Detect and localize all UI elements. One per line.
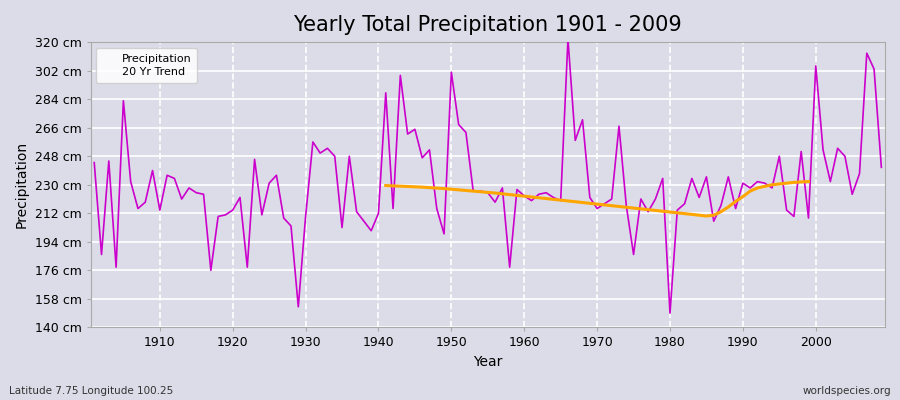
Title: Yearly Total Precipitation 1901 - 2009: Yearly Total Precipitation 1901 - 2009 bbox=[293, 15, 682, 35]
Precipitation bbox=[518, 194, 529, 198]
20 Yr Trend bbox=[446, 187, 457, 192]
20 Yr Trend bbox=[599, 202, 610, 207]
Text: Latitude 7.75 Longitude 100.25: Latitude 7.75 Longitude 100.25 bbox=[9, 386, 173, 396]
20 Yr Trend bbox=[381, 183, 392, 188]
Precipitation bbox=[147, 168, 158, 173]
20 Yr Trend bbox=[701, 214, 712, 218]
Line: 20 Yr Trend: 20 Yr Trend bbox=[386, 182, 808, 216]
Legend: Precipitation, 20 Yr Trend: Precipitation, 20 Yr Trend bbox=[96, 48, 197, 83]
Line: Precipitation: Precipitation bbox=[94, 39, 881, 313]
Precipitation bbox=[614, 124, 625, 128]
Precipitation bbox=[562, 36, 573, 41]
Precipitation bbox=[511, 187, 522, 192]
Precipitation bbox=[351, 209, 362, 214]
Text: worldspecies.org: worldspecies.org bbox=[803, 386, 891, 396]
X-axis label: Year: Year bbox=[473, 355, 502, 369]
20 Yr Trend bbox=[687, 212, 698, 217]
Precipitation bbox=[308, 140, 319, 144]
Precipitation bbox=[876, 165, 886, 170]
20 Yr Trend bbox=[803, 179, 814, 184]
Precipitation bbox=[664, 311, 675, 316]
20 Yr Trend bbox=[490, 191, 500, 196]
20 Yr Trend bbox=[424, 185, 435, 190]
20 Yr Trend bbox=[395, 184, 406, 188]
Y-axis label: Precipitation: Precipitation bbox=[15, 141, 29, 228]
Precipitation bbox=[89, 160, 100, 165]
